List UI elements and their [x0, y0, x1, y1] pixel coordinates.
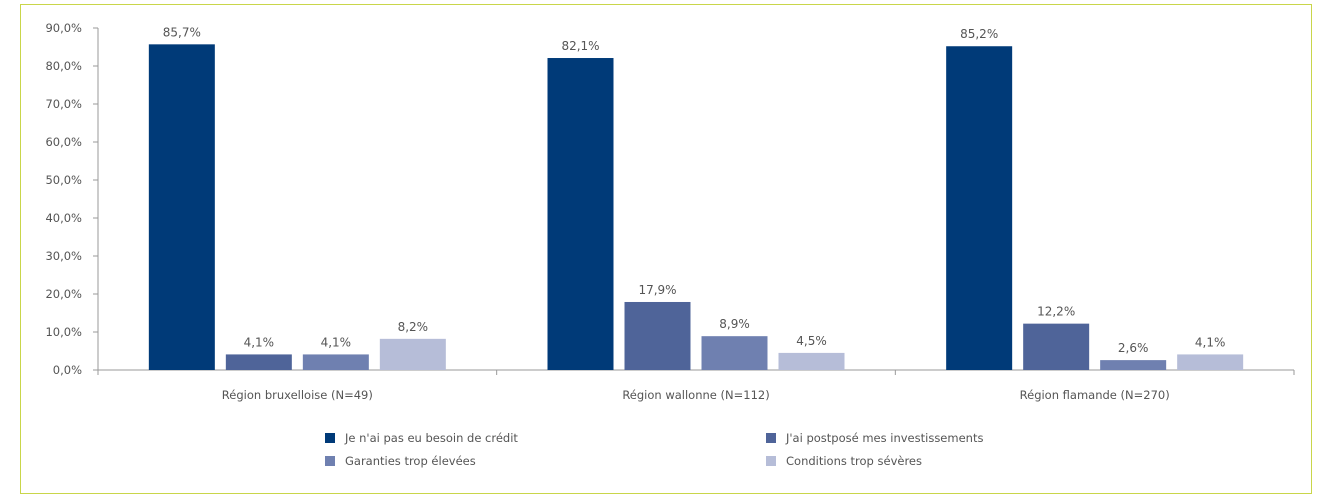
y-tick-label: 20,0% — [45, 287, 82, 301]
bar — [701, 336, 768, 370]
data-label: 12,2% — [1037, 305, 1075, 319]
bars — [148, 44, 1244, 371]
legend-swatch — [766, 456, 776, 466]
data-label: 4,5% — [796, 334, 827, 348]
data-label: 85,2% — [960, 27, 998, 41]
y-tick-label: 10,0% — [45, 325, 82, 339]
data-label: 4,1% — [244, 335, 275, 349]
bar-chart: 0,0% 10,0% 20,0% 30,0% 40,0% 50,0% 60,0% 70,0% 8… — [45, 21, 1295, 468]
y-tick-label: 0,0% — [53, 363, 82, 377]
bar — [946, 46, 1013, 371]
bar — [1100, 360, 1167, 370]
legend-swatch — [325, 456, 335, 466]
y-axis: 0,0% 10,0% 20,0% 30,0% 40,0% 50,0% 60,0% 70,0% 8… — [45, 21, 99, 377]
legend-swatch — [325, 433, 335, 443]
legend-label: Je n'ai pas eu besoin de crédit — [344, 431, 518, 445]
y-tick-label: 90,0% — [45, 21, 82, 35]
data-label: 2,6% — [1118, 341, 1149, 355]
data-label: 8,2% — [398, 320, 429, 334]
bar — [1023, 323, 1090, 370]
chart-frame — [20, 4, 1312, 494]
data-label: 82,1% — [561, 39, 599, 53]
bar — [379, 338, 446, 370]
data-label: 8,9% — [719, 317, 750, 331]
data-label: 4,1% — [321, 335, 352, 349]
y-tick-label: 40,0% — [45, 211, 82, 225]
bar — [778, 352, 845, 370]
data-label: 4,1% — [1195, 335, 1226, 349]
bar — [225, 354, 292, 370]
y-tick-label: 60,0% — [45, 135, 82, 149]
y-tick-label: 30,0% — [45, 249, 82, 263]
bar — [547, 58, 614, 371]
legend-label: Garanties trop élevées — [345, 454, 476, 468]
bar — [302, 354, 369, 370]
legend-swatch — [766, 433, 776, 443]
y-tick-label: 50,0% — [45, 173, 82, 187]
x-category-label: Région bruxelloise (N=49) — [222, 388, 373, 402]
x-axis: Région bruxelloise (N=49) Région wallonne… — [97, 369, 1295, 402]
x-category-label: Région wallonne (N=112) — [622, 388, 769, 402]
legend-label: Conditions trop sévères — [786, 454, 922, 468]
bar — [148, 44, 215, 371]
x-category-label: Région flamande (N=270) — [1020, 388, 1170, 402]
legend: Je n'ai pas eu besoin de crédit J'ai post… — [325, 431, 983, 468]
data-label: 17,9% — [638, 283, 676, 297]
data-label: 85,7% — [163, 25, 201, 39]
bar — [1177, 354, 1244, 370]
legend-label: J'ai postposé mes investissements — [785, 431, 983, 445]
bar — [624, 301, 691, 370]
data-labels: 85,7% 4,1% 4,1% 8,2% 82,1% 17,9% 8,9% 4,5% 85,2%… — [163, 25, 1226, 355]
y-tick-label: 80,0% — [45, 59, 82, 73]
y-tick-label: 70,0% — [45, 97, 82, 111]
